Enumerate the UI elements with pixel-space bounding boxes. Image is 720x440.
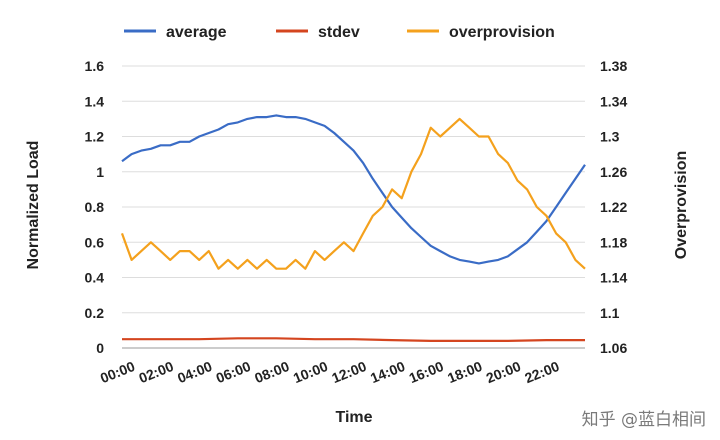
left-tick-label: 1.4 (85, 93, 105, 109)
x-tick-label: 10:00 (291, 358, 330, 386)
x-tick-label: 18:00 (445, 358, 484, 386)
left-axis-ticks: 0 0.2 0.4 0.6 0.8 1 1.2 1.4 1.6 (85, 58, 105, 356)
left-tick-label: 0.2 (85, 305, 105, 321)
right-tick-label: 1.22 (600, 199, 627, 215)
right-tick-label: 1.34 (600, 93, 627, 109)
x-tick-label: 00:00 (98, 358, 137, 386)
right-tick-label: 1.18 (600, 234, 627, 250)
left-tick-label: 1.6 (85, 58, 105, 74)
right-axis-title: Overprovision (673, 151, 690, 259)
x-tick-label: 08:00 (252, 358, 291, 386)
x-tick-label: 20:00 (484, 358, 523, 386)
x-axis-title: Time (335, 409, 372, 426)
series-line-stdev (122, 337, 585, 342)
left-tick-label: 1.2 (85, 129, 105, 145)
left-tick-label: 0 (96, 340, 104, 356)
left-tick-label: 0.6 (85, 234, 105, 250)
right-tick-label: 1.26 (600, 164, 627, 180)
x-axis-ticks: 00:00 02:00 04:00 06:00 08:00 10:00 12:00 14:00… (98, 358, 562, 386)
watermark: 知乎 @蓝白相间 (581, 410, 706, 430)
x-tick-label: 12:00 (329, 358, 368, 386)
series-line-overprovision (120, 117, 586, 270)
series-line-average (121, 114, 586, 265)
x-tick-label: 22:00 (522, 358, 561, 386)
right-tick-label: 1.3 (600, 129, 620, 145)
right-tick-label: 1.38 (600, 58, 627, 74)
legend: average stdev overprovision (124, 24, 555, 41)
left-axis-title: Normalized Load (25, 141, 42, 270)
x-tick-label: 14:00 (368, 358, 407, 386)
legend-label-overprovision: overprovision (449, 24, 555, 41)
x-tick-label: 04:00 (175, 358, 214, 386)
right-axis-ticks: 1.06 1.1 1.14 1.18 1.22 1.26 1.3 1.34 1.38 (600, 58, 627, 356)
series-lines (120, 114, 586, 342)
right-tick-label: 1.1 (600, 305, 620, 321)
left-tick-label: 0.8 (85, 199, 105, 215)
x-tick-label: 06:00 (214, 358, 253, 386)
legend-label-stdev: stdev (318, 24, 360, 41)
right-tick-label: 1.14 (600, 270, 627, 286)
right-tick-label: 1.06 (600, 340, 627, 356)
left-tick-label: 0.4 (85, 270, 105, 286)
left-tick-label: 1 (96, 164, 104, 180)
gridlines (122, 65, 585, 349)
legend-label-average: average (166, 24, 227, 41)
x-tick-label: 16:00 (407, 358, 446, 386)
x-tick-label: 02:00 (137, 358, 176, 386)
